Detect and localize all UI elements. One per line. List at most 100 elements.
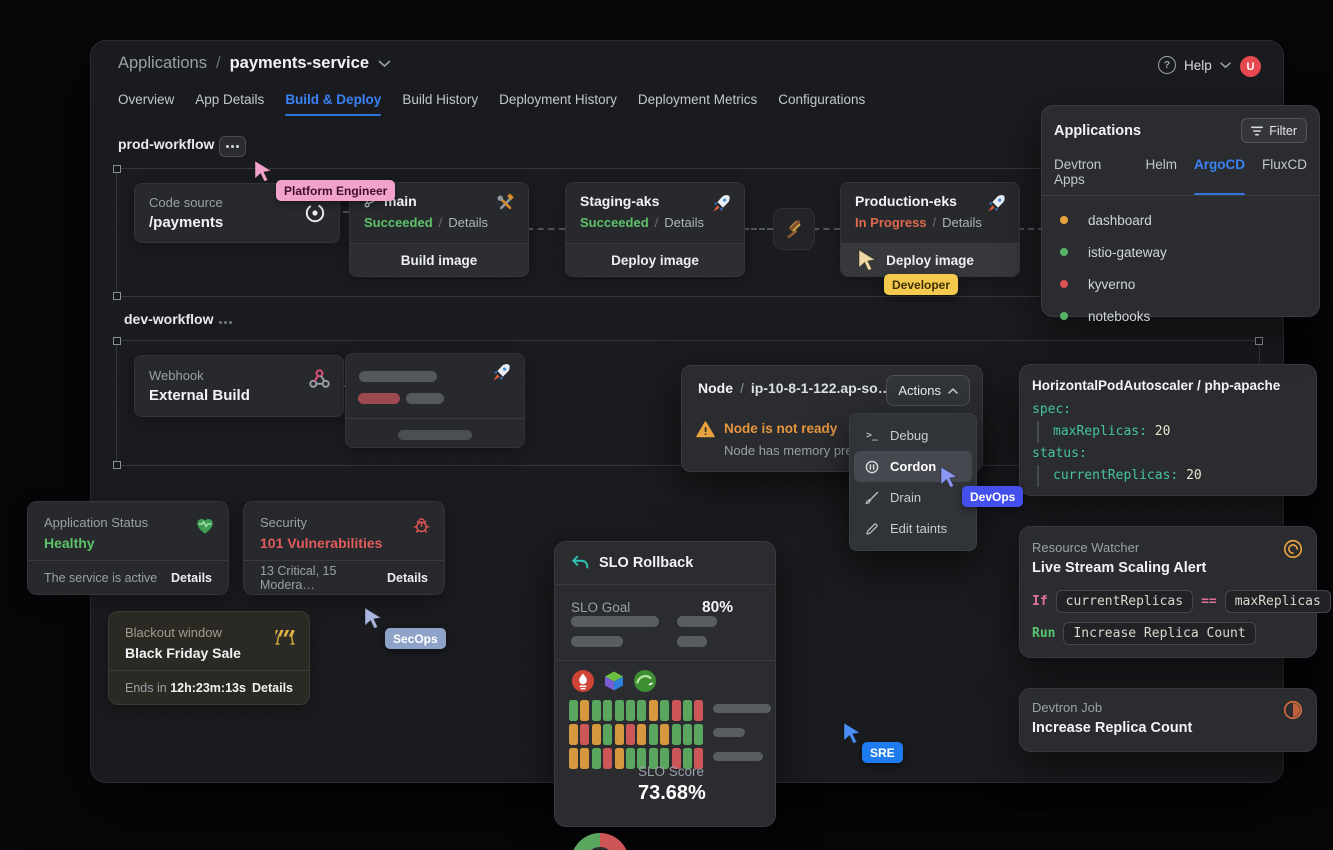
skeleton-pill	[359, 371, 437, 382]
tools-icon	[495, 193, 516, 214]
build-details-link[interactable]: Details	[448, 215, 489, 230]
breadcrumb-app-name[interactable]: payments-service	[229, 54, 369, 72]
tab-deployment-history[interactable]: Deployment History	[499, 92, 617, 107]
slo-goal-label: SLO Goal	[571, 600, 631, 615]
selection-handle[interactable]	[113, 337, 121, 345]
actions-button[interactable]: Actions	[886, 375, 970, 406]
blackout-value: Black Friday Sale	[125, 645, 241, 661]
selection-handle[interactable]	[113, 292, 121, 300]
approval-gate[interactable]	[773, 208, 815, 250]
chevron-up-icon	[948, 387, 958, 394]
app-list-item-notebooks[interactable]: notebooks	[1042, 300, 1319, 332]
tab-helm[interactable]: Helm	[1145, 157, 1177, 172]
application-status-card[interactable]: Application Status Healthy The service i…	[27, 501, 229, 595]
breadcrumb-root[interactable]: Applications	[118, 54, 207, 72]
actions-label: Actions	[898, 383, 941, 398]
prod-workflow-more-icon[interactable]	[219, 136, 246, 157]
security-label: Security	[260, 515, 307, 530]
yaml-max-replicas-key: maxReplicas:	[1053, 424, 1147, 439]
blackout-window-card[interactable]: Blackout window Black Friday Sale Ends i…	[108, 611, 310, 705]
tab-configurations[interactable]: Configurations	[778, 92, 866, 107]
nav-tabs: Overview App Details Build & Deploy Buil…	[118, 92, 865, 116]
tab-fluxcd[interactable]: FluxCD	[1261, 157, 1307, 172]
help-icon: ?	[1158, 56, 1176, 74]
node-warning-description: Node has memory pre	[724, 443, 853, 458]
status-separator: /	[438, 215, 443, 230]
resource-watcher-panel: Resource Watcher Live Stream Scaling Ale…	[1019, 526, 1331, 658]
skeleton-pill	[677, 616, 717, 627]
tab-deployment-metrics[interactable]: Deployment Metrics	[637, 92, 758, 107]
heartbeat-icon	[194, 515, 216, 535]
tab-build-history[interactable]: Build History	[402, 92, 479, 107]
webhook-node[interactable]: Webhook External Build	[134, 355, 344, 417]
selection-handle[interactable]	[1255, 337, 1263, 345]
tab-argocd[interactable]: ArgoCD	[1193, 157, 1245, 195]
devtron-job-card[interactable]: Devtron Job Increase Replica Count	[1019, 688, 1317, 752]
blackout-label: Blackout window	[125, 625, 222, 640]
selection-handle[interactable]	[113, 165, 121, 173]
security-footer: 13 Critical, 15 Modera…	[260, 563, 337, 592]
yaml-status-key: status:	[1032, 446, 1087, 461]
code-source-label: Code source	[149, 195, 223, 210]
app-name: notebooks	[1088, 308, 1151, 324]
devtron-job-label: Devtron Job	[1032, 700, 1103, 715]
applications-panel-tabs: Devtron Apps Helm ArgoCD FluxCD	[1042, 143, 1319, 196]
status-dot	[1060, 248, 1068, 256]
slo-score-value: 73.68%	[638, 782, 706, 804]
filter-button[interactable]: Filter	[1241, 118, 1307, 143]
tab-app-details[interactable]: App Details	[195, 92, 265, 107]
menu-item-label: Edit taints	[890, 521, 948, 536]
status-dot	[1060, 312, 1068, 320]
avatar[interactable]: U	[1240, 56, 1261, 77]
build-image-button[interactable]: Build image	[350, 243, 528, 276]
status-dot	[1060, 216, 1068, 224]
staging-details-link[interactable]: Details	[664, 215, 705, 230]
application-status-value: Healthy	[44, 535, 95, 551]
slo-score-label: SLO Score	[638, 764, 705, 779]
skeleton-pill	[713, 704, 771, 713]
production-details-link[interactable]: Details	[942, 215, 982, 230]
git-icon	[303, 201, 327, 225]
app-list-item-dashboard[interactable]: dashboard	[1042, 204, 1319, 236]
menu-item-debug[interactable]: >_ Debug	[854, 420, 972, 451]
yaml-spec-key: spec:	[1032, 402, 1072, 417]
skeleton-pill	[406, 393, 444, 404]
if-keyword: If	[1032, 594, 1048, 609]
rollback-icon	[571, 555, 589, 571]
application-details-link[interactable]: Details	[171, 570, 212, 585]
skeleton-pill	[677, 636, 707, 647]
menu-item-edit-taints[interactable]: Edit taints	[854, 513, 972, 544]
staging-deploy-button[interactable]: Deploy image	[566, 243, 744, 276]
security-card[interactable]: Security 101 Vulnerabilities 13 Critical…	[243, 501, 445, 595]
security-details-link[interactable]: Details	[387, 570, 428, 585]
resource-watcher-label: Resource Watcher	[1032, 540, 1140, 555]
status-dot	[1060, 280, 1068, 288]
code-source-node[interactable]: Code source /payments	[134, 183, 340, 243]
cursor-label-platform-engineer: Platform Engineer	[276, 180, 396, 201]
tab-devtron-apps[interactable]: Devtron Apps	[1054, 157, 1102, 187]
prod-workflow-title: prod-workflow	[118, 136, 215, 152]
chevron-down-icon[interactable]	[378, 60, 391, 68]
hpa-title: HorizontalPodAutoscaler / php-apache	[1032, 378, 1281, 393]
resource-watcher-title: Live Stream Scaling Alert	[1032, 560, 1207, 576]
staging-node-name: Staging-aks	[580, 193, 660, 209]
dev-workflow-more-icon[interactable]	[212, 312, 239, 333]
devtron-job-title: Increase Replica Count	[1032, 720, 1193, 736]
filter-icon	[1251, 126, 1264, 135]
yaml-current-replicas-value: 20	[1186, 468, 1202, 483]
menu-item-drain[interactable]: Drain	[854, 482, 972, 513]
tab-overview[interactable]: Overview	[118, 92, 175, 107]
blackout-details-link[interactable]: Details	[252, 680, 293, 695]
staging-node[interactable]: Staging-aks Succeeded / Details Deploy i…	[565, 182, 745, 277]
app-list-item-istio-gateway[interactable]: istio-gateway	[1042, 236, 1319, 268]
connector-line	[527, 228, 565, 230]
tab-build-and-deploy[interactable]: Build & Deploy	[285, 92, 382, 116]
app-list-item-kyverno[interactable]: kyverno	[1042, 268, 1319, 300]
app-name: kyverno	[1088, 276, 1136, 292]
skeleton-pill	[571, 636, 623, 647]
selection-handle[interactable]	[113, 461, 121, 469]
green-orb-icon	[633, 669, 657, 693]
slo-goal-value: 80%	[701, 599, 733, 616]
help-menu[interactable]: ? Help	[1158, 56, 1231, 74]
skeleton-node[interactable]	[345, 353, 525, 448]
